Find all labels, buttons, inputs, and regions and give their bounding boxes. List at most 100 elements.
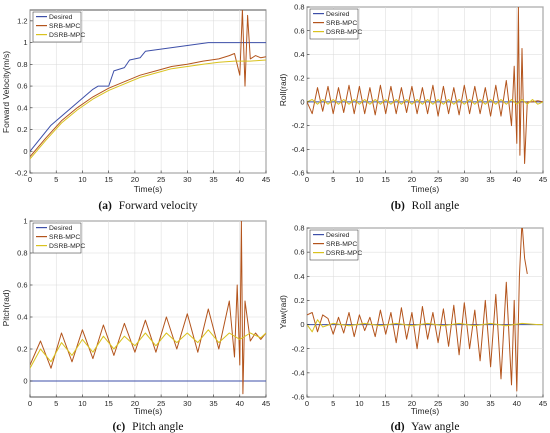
y-tick-label: -0.4	[292, 368, 305, 377]
series-line-srb-mpc	[307, 228, 528, 392]
y-tick-label: 0.8	[17, 249, 27, 258]
panel-b-legend: Desired SRB-MPC DSRB-MPC	[309, 8, 362, 40]
x-tick-label: 5	[331, 399, 335, 408]
panel-d-xlabel: Time(s)	[411, 406, 440, 416]
panel-c-series	[30, 221, 266, 395]
panel-c-ylabel: Pitch(rad)	[1, 289, 11, 326]
panel-b-series	[307, 7, 543, 164]
series-line-srb-mpc	[307, 7, 543, 164]
y-tick-label: 0.6	[17, 82, 27, 91]
series-line-dsrb-mpc	[307, 99, 543, 105]
y-tick-label: 0.2	[294, 74, 304, 83]
panel-c-caption: (c) Pitch angle	[112, 421, 183, 433]
y-tick-label: 0.4	[17, 103, 27, 112]
legend-label: Desired	[326, 11, 350, 18]
x-tick-label: 20	[408, 175, 416, 184]
panel-a: 0 5 10 15 20 25 30 35 40 45-0.200.20.40.60.811.2 …	[1, 9, 271, 212]
y-tick-label: -0.6	[292, 169, 305, 178]
x-tick-label: 45	[539, 399, 547, 408]
series-line-srb-mpc	[30, 221, 266, 395]
x-tick-label: 30	[183, 399, 191, 408]
panel-d-caption-letter: (d)	[391, 421, 405, 433]
panel-b-caption-letter: (b)	[391, 200, 405, 212]
x-tick-label: 35	[209, 399, 217, 408]
y-tick-label: 0.4	[294, 50, 304, 59]
x-tick-label: 35	[486, 175, 494, 184]
y-tick-label: 0.8	[17, 60, 27, 69]
series-line-dsrb-mpc	[30, 329, 266, 369]
x-tick-label: 10	[355, 399, 363, 408]
panel-b-ticks: 0 5 10 15 20 25 30 35 40 45 -0.6 -0.4 -0.2 0 0.2 0.4 0.6…	[292, 3, 548, 184]
panel-d-caption-text: Yaw angle	[411, 421, 459, 433]
panel-d-series	[307, 228, 543, 392]
legend-label: DSRB-MPC	[49, 32, 85, 39]
series-line-srb-mpc	[30, 10, 266, 158]
panel-a-grid	[29, 10, 267, 174]
x-tick-label: 40	[513, 175, 521, 184]
panel-a-caption-text: Forward velocity	[119, 200, 198, 212]
x-tick-label: 25	[157, 399, 165, 408]
x-tick-label: 40	[513, 399, 521, 408]
x-tick-label: 45	[262, 399, 270, 408]
legend-label: Desired	[49, 225, 73, 232]
series-line-desired	[30, 42, 266, 152]
panel-a-ticks: 0 5 10 15 20 25 30 35 40 45-0.200.20.40.60.811.2	[15, 16, 271, 184]
legend-label: DSRB-MPC	[326, 250, 362, 257]
y-tick-label: 0.8	[294, 224, 304, 233]
legend-label: SRB-MPC	[326, 241, 357, 248]
panel-c-grid	[29, 220, 267, 397]
panel-a-series	[30, 10, 266, 160]
y-tick-label: -0.2	[15, 169, 28, 178]
legend-label: Desired	[49, 14, 73, 21]
x-tick-label: 30	[183, 175, 191, 184]
y-tick-label: 0.2	[17, 125, 27, 134]
x-tick-label: 15	[381, 399, 389, 408]
y-tick-label: 1.2	[17, 16, 27, 25]
x-tick-label: 10	[78, 175, 86, 184]
y-tick-label: 0.6	[294, 26, 304, 35]
legend-label: DSRB-MPC	[49, 243, 85, 250]
y-tick-label: 0.2	[17, 345, 27, 354]
panel-d-caption: (d) Yaw angle	[391, 421, 460, 433]
y-tick-label: 1	[23, 217, 27, 226]
series-line-dsrb-mpc	[30, 59, 266, 160]
x-tick-label: 35	[209, 175, 217, 184]
x-tick-label: 15	[104, 175, 112, 184]
panel-b-xlabel: Time(s)	[411, 184, 440, 194]
panel-b-ylabel: Roll(rad)	[278, 74, 288, 107]
y-tick-label: 0.4	[294, 272, 304, 281]
panel-d: 0 5 10 15 20 25 30 35 40 45 -0.6 -0.4 -0.2 0 0.2 0.4 0.6…	[278, 224, 548, 433]
y-tick-label: -0.2	[292, 121, 305, 130]
panel-d-ticks: 0 5 10 15 20 25 30 35 40 45 -0.6 -0.4 -0.2 0 0.2 0.4 0.6…	[292, 224, 548, 408]
panel-c-caption-text: Pitch angle	[132, 421, 183, 433]
x-tick-label: 5	[331, 175, 335, 184]
x-tick-label: 25	[434, 399, 442, 408]
y-tick-label: -0.2	[292, 344, 305, 353]
panel-b-caption-text: Roll angle	[412, 200, 460, 212]
x-tick-label: 0	[305, 399, 309, 408]
x-tick-label: 0	[28, 399, 32, 408]
x-tick-label: 15	[381, 175, 389, 184]
x-tick-label: 30	[460, 175, 468, 184]
y-tick-label: 0.4	[17, 313, 27, 322]
x-tick-label: 35	[486, 399, 494, 408]
panel-a-caption-letter: (a)	[98, 200, 112, 212]
y-tick-label: 0	[300, 320, 304, 329]
x-tick-label: 0	[28, 175, 32, 184]
legend-label: Desired	[326, 232, 350, 239]
legend-label: DSRB-MPC	[326, 29, 362, 36]
panel-d-ylabel: Yaw(rad)	[278, 295, 288, 329]
y-tick-label: 0	[23, 147, 27, 156]
panel-c-xlabel: Time(s)	[134, 406, 163, 416]
series-line-dsrb-mpc	[307, 319, 543, 333]
x-tick-label: 5	[54, 399, 58, 408]
y-tick-label: -0.4	[292, 145, 305, 154]
legend-label: SRB-MPC	[49, 234, 80, 241]
legend-label: SRB-MPC	[49, 23, 80, 30]
x-tick-label: 30	[460, 399, 468, 408]
y-tick-label: 0.6	[294, 248, 304, 257]
x-tick-label: 5	[54, 175, 58, 184]
panel-a-ylabel: Forward Velocity(m/s)	[1, 51, 11, 133]
panel-c: 0 5 10 15 20 25 30 35 40 45 0 0.2 0.4 0.6 0.8 1 Time(s)…	[1, 217, 270, 433]
